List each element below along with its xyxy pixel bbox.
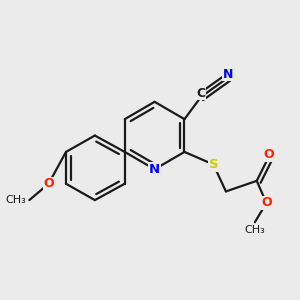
Text: S: S — [208, 158, 218, 171]
Text: C: C — [196, 87, 206, 100]
Text: N: N — [149, 163, 160, 176]
Text: O: O — [43, 177, 54, 190]
Text: CH₃: CH₃ — [244, 225, 265, 235]
Text: N: N — [223, 68, 233, 81]
Text: O: O — [263, 148, 274, 161]
Text: CH₃: CH₃ — [6, 195, 26, 205]
Text: O: O — [261, 196, 272, 209]
